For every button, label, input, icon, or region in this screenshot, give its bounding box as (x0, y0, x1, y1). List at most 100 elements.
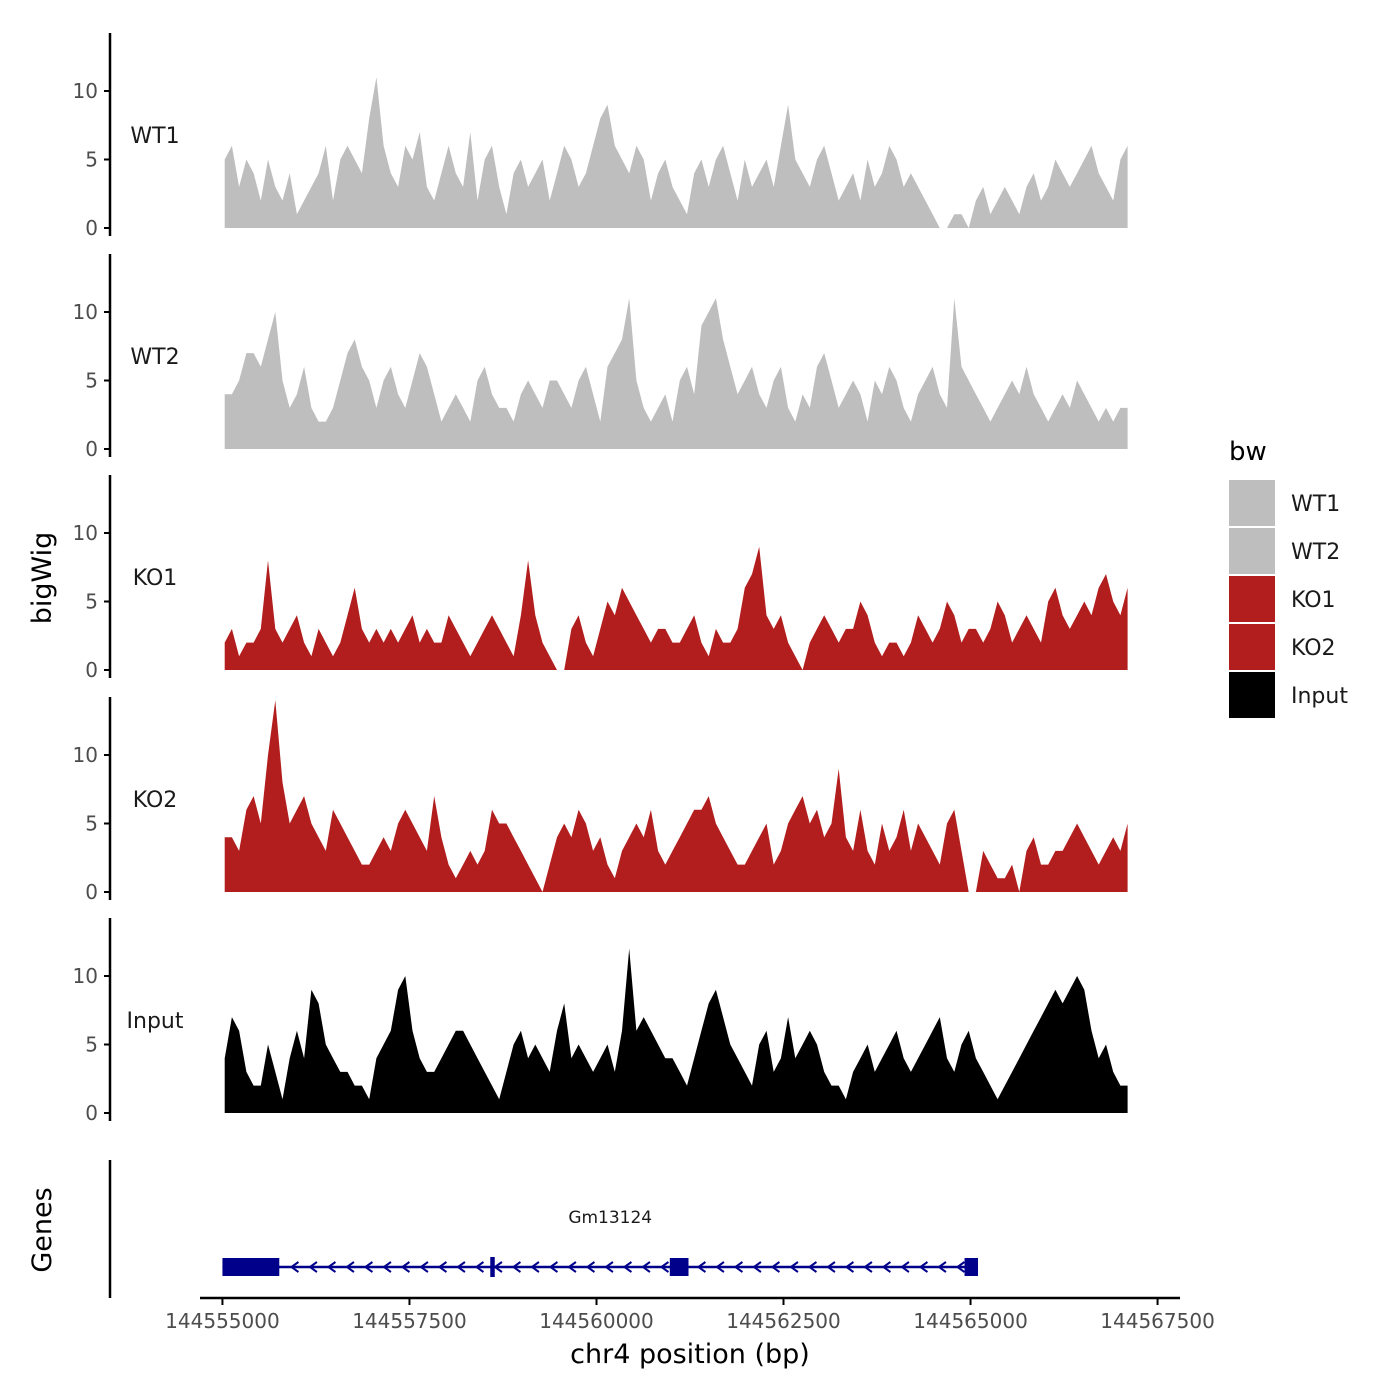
strand-arrow (826, 1261, 836, 1273)
strand-arrow (493, 1261, 503, 1273)
strand-arrow (400, 1261, 411, 1273)
strand-arrow (548, 1261, 559, 1273)
y-axis-title: bigWig (27, 532, 58, 625)
strand-arrow (456, 1261, 466, 1273)
signal-area-wt1 (224, 77, 1128, 228)
track-label: Input (127, 1009, 184, 1034)
y-tick-label: 0 (85, 658, 98, 682)
x-tick-label: 144557500 (352, 1309, 467, 1333)
x-tick-label: 144562500 (726, 1309, 841, 1333)
tracks-layer: 0 5 10 WT1 0 5 10 WT2 0 5 10 KO1 0 5 10 KO2 0 5 10 Input (73, 33, 1128, 1125)
y-tick-label: 10 (73, 743, 98, 767)
strand-arrow (345, 1261, 355, 1273)
y-tick-label: 0 (85, 437, 98, 461)
strand-arrow (567, 1261, 577, 1273)
legend-swatch (1229, 528, 1275, 574)
track-label: KO1 (133, 566, 178, 591)
y-tick-label: 5 (85, 369, 98, 393)
strand-arrow (659, 1261, 670, 1273)
y-tick-label: 0 (85, 216, 98, 240)
x-tick-label: 144567500 (1100, 1309, 1215, 1333)
signal-area-input (224, 948, 1128, 1113)
x-tick-label: 144565000 (913, 1309, 1028, 1333)
strand-arrow (511, 1261, 522, 1273)
x-axis: 144555000 144557500 144560000 144562500 1445… (165, 1296, 1215, 1333)
strand-arrow (918, 1261, 929, 1273)
strand-arrow (437, 1261, 448, 1273)
gene-name-label: Gm13124 (568, 1208, 652, 1228)
signal-area-ko1 (224, 546, 1128, 670)
y-tick-label: 5 (85, 590, 98, 614)
x-axis-title: chr4 position (bp) (570, 1339, 810, 1370)
legend-label: WT2 (1291, 540, 1340, 565)
gene-exon (490, 1257, 495, 1277)
strand-arrow (881, 1261, 892, 1273)
strand-arrow (752, 1261, 762, 1273)
y-tick-label: 5 (85, 812, 98, 836)
strand-arrow (715, 1261, 725, 1273)
gene-exon (964, 1258, 979, 1276)
track-wt1: 0 5 10 WT1 (73, 33, 1128, 240)
strand-arrow (308, 1261, 318, 1273)
strand-arrow (789, 1261, 799, 1273)
strand-arrow (863, 1261, 873, 1273)
legend-item-input: Input (1229, 672, 1348, 718)
strand-arrow (900, 1261, 910, 1273)
genes-axis-title: Genes (27, 1187, 58, 1272)
track-label: KO2 (133, 788, 178, 813)
strand-arrow (382, 1261, 392, 1273)
legend-swatch (1229, 576, 1275, 622)
strand-arrow (363, 1261, 374, 1273)
y-tick-label: 10 (73, 964, 98, 988)
strand-arrow (474, 1261, 485, 1273)
legend-label: KO1 (1291, 588, 1336, 613)
signal-area-ko2 (224, 700, 1128, 892)
track-ko2: 0 5 10 KO2 (73, 697, 1128, 904)
track-ko1: 0 5 10 KO1 (73, 475, 1128, 682)
y-tick-label: 10 (73, 300, 98, 324)
legend-item-ko1: KO1 (1229, 576, 1336, 622)
strand-arrow (622, 1261, 633, 1273)
track-label: WT2 (130, 345, 179, 370)
genes-panel: Gm13124 (108, 1160, 979, 1298)
gene-exon (669, 1258, 689, 1276)
legend-title: bw (1229, 437, 1267, 467)
strand-arrow (770, 1261, 781, 1273)
legend-label: WT1 (1291, 492, 1340, 517)
legend-item-wt1: WT1 (1229, 480, 1340, 526)
strand-arrow (641, 1261, 651, 1273)
strand-arrow (844, 1261, 855, 1273)
x-tick-label: 144560000 (539, 1309, 654, 1333)
track-input: 0 5 10 Input (73, 918, 1128, 1125)
y-tick-label: 5 (85, 148, 98, 172)
strand-arrow (937, 1261, 947, 1273)
strand-arrow (530, 1261, 540, 1273)
strand-arrow (696, 1261, 707, 1273)
y-tick-label: 10 (73, 79, 98, 103)
y-tick-label: 10 (73, 521, 98, 545)
legend-item-wt2: WT2 (1229, 528, 1340, 574)
signal-area-wt2 (224, 298, 1128, 449)
legend-label: Input (1291, 684, 1348, 709)
strand-arrow (733, 1261, 744, 1273)
strand-arrow (585, 1261, 596, 1273)
strand-arrow (604, 1261, 614, 1273)
y-tick-label: 5 (85, 1033, 98, 1057)
track-wt2: 0 5 10 WT2 (73, 254, 1128, 461)
gene-exon (222, 1258, 280, 1276)
x-tick-label: 144555000 (165, 1309, 280, 1333)
y-tick-label: 0 (85, 880, 98, 904)
strand-arrow (289, 1261, 300, 1273)
legend-label: KO2 (1291, 636, 1336, 661)
strand-arrow (419, 1261, 429, 1273)
legend-swatch (1229, 480, 1275, 526)
legend-item-ko2: KO2 (1229, 624, 1336, 670)
strand-arrow (807, 1261, 818, 1273)
legend-swatch (1229, 624, 1275, 670)
legend-swatch (1229, 672, 1275, 718)
y-tick-label: 0 (85, 1101, 98, 1125)
legend: bw WT1 WT2 KO1 KO2 Input (1229, 437, 1348, 718)
strand-arrow (326, 1261, 337, 1273)
strand-arrow (955, 1261, 966, 1273)
